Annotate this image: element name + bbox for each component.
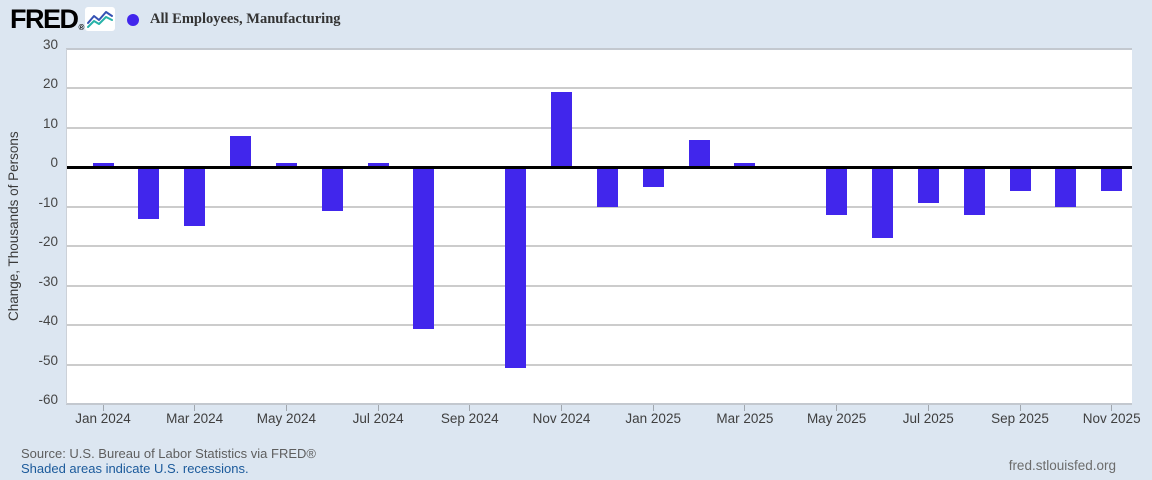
gridline-y-20 [66,87,1132,90]
y-axis-tick-label: 10 [42,115,58,131]
x-axis-tick-label: Jul 2025 [902,411,954,426]
plot-area [66,48,1132,405]
legend-series-label[interactable]: All Employees, Manufacturing [150,11,341,27]
x-axis-tick [561,404,562,411]
x-axis-tick [469,404,471,411]
y-axis-tick-label: 0 [50,155,58,171]
y-axis-line [66,49,67,404]
fred-logo-text: FRED [10,4,79,34]
x-axis-tick [377,404,379,411]
x-axis-tick [927,404,929,411]
legend-marker-icon [127,14,139,26]
bar-Nov-2024[interactable] [551,92,572,168]
bar-Dec-2024[interactable] [596,167,618,207]
bar-Jun-2024[interactable] [321,167,343,211]
bar-Apr-2024[interactable] [230,135,252,168]
fred-site-link[interactable]: fred.stlouisfed.org [1008,458,1116,473]
bar-Mar-2024[interactable] [184,167,206,227]
x-axis-tick [1019,404,1021,411]
recession-note-link[interactable]: Shaded areas indicate U.S. recessions. [21,461,249,476]
bar-Oct-2025[interactable] [1055,167,1077,207]
source-text: Source: U.S. Bureau of Labor Statistics … [21,446,316,461]
bar-Feb-2025[interactable] [688,139,710,168]
x-axis-tick-label: Jan 2024 [75,411,131,426]
gridline-y--40 [66,324,1132,327]
bar-Aug-2024[interactable] [413,167,435,330]
gridline-y--10 [66,205,1132,208]
registered-mark: ® [78,23,85,32]
x-axis-tick-label: Mar 2024 [166,411,224,426]
x-axis-tick-label: Jan 2025 [625,411,681,426]
y-axis-tick-label: -40 [38,313,58,329]
bar-Feb-2024[interactable] [138,167,160,219]
y-axis-tick-label: -20 [38,234,58,250]
bar-Jan-2025[interactable] [642,167,664,188]
x-axis-tick-label: Jul 2024 [352,411,404,426]
zero-axis-line [66,165,1132,169]
fred-sparkline-icon [85,7,115,31]
x-axis-tick-label: Nov 2025 [1082,411,1141,426]
x-axis-tick-label: May 2025 [806,411,867,426]
gridline-y-10 [66,126,1132,129]
gridline-y--20 [66,245,1132,248]
x-axis-tick-label: Sep 2024 [440,411,499,426]
bar-May-2025[interactable] [826,167,848,215]
y-axis-title: Change, Thousands of Persons [6,131,21,322]
bar-Nov-2025[interactable] [1101,167,1123,191]
bar-Aug-2025[interactable] [963,167,985,215]
x-axis-tick [744,404,746,411]
x-axis-tick-label: Sep 2025 [991,411,1049,426]
bar-Mar-2025[interactable] [734,163,756,168]
y-axis-tick-label: 20 [42,76,58,92]
x-axis-tick-label: May 2024 [256,411,317,426]
x-axis-tick-label: Mar 2025 [716,411,774,426]
bar-Jul-2024[interactable] [367,163,389,168]
gridline-y-30 [66,48,1132,50]
x-axis-tick [194,404,196,411]
bar-May-2024[interactable] [275,163,297,168]
bar-Jan-2024[interactable] [92,163,114,168]
x-axis-tick [836,404,838,411]
y-axis-tick-label: -10 [38,194,58,210]
x-axis-tick [1111,404,1113,411]
bar-Jun-2025[interactable] [871,167,893,239]
bar-Sep-2025[interactable] [1009,167,1031,191]
y-axis-tick-label: 30 [42,37,58,52]
y-axis-tick-label: -30 [38,273,58,289]
gridline-y--30 [66,284,1132,287]
gridline-y--50 [66,363,1132,366]
bar-Jul-2025[interactable] [917,167,939,203]
gridline-y--60 [66,403,1132,405]
x-axis-tick [285,404,287,411]
x-axis-tick [102,404,104,411]
x-axis-tick-label: Nov 2024 [532,411,591,426]
bar-Oct-2024[interactable] [505,167,527,369]
fred-logo[interactable]: FRED® [10,4,85,35]
y-axis-tick-label: -50 [38,352,58,368]
y-axis-tick-label: -60 [38,392,58,407]
x-axis-tick [652,404,654,411]
